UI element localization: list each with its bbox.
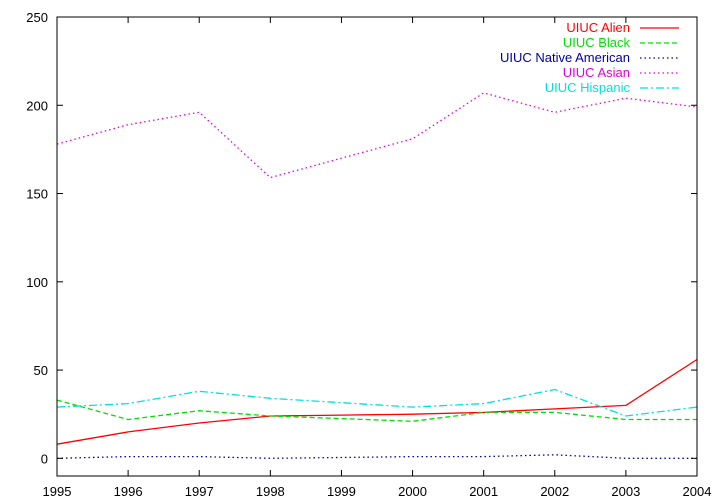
axis-ticks: 1995 1996 1997 1998 1999 2000 2001 2002 2003 2004… <box>26 10 711 499</box>
x-tick-label: 1997 <box>185 484 214 499</box>
y-tick-label: 250 <box>26 10 48 25</box>
plot-frame <box>56 16 698 477</box>
x-tick-label: 1995 <box>43 484 72 499</box>
x-tick-label: 2004 <box>683 484 712 499</box>
legend-label-1: UIUC Black <box>563 35 631 50</box>
series-line-1 <box>56 399 697 422</box>
series-line-3 <box>56 92 698 179</box>
y-tick-label: 200 <box>26 98 48 113</box>
x-tick-label: 1996 <box>114 484 143 499</box>
y-tick-label: 0 <box>41 451 48 466</box>
x-tick-label: 2000 <box>398 484 427 499</box>
legend-label-3: UIUC Asian <box>563 65 630 80</box>
y-tick-label: 50 <box>34 363 48 378</box>
legend-label-2: UIUC Native American <box>500 50 630 65</box>
x-tick-label: 2002 <box>540 484 569 499</box>
x-tick-label: 1999 <box>327 484 356 499</box>
x-tick-label: 1998 <box>256 484 285 499</box>
y-tick-label: 150 <box>26 187 48 202</box>
series-line-4 <box>56 388 698 417</box>
series-layer <box>56 92 698 459</box>
x-tick-label: 2001 <box>469 484 498 499</box>
series-line-2 <box>56 454 697 459</box>
legend-label-0: UIUC Alien <box>566 20 630 35</box>
x-tick-label: 2003 <box>611 484 640 499</box>
y-tick-label: 100 <box>26 275 48 290</box>
series-line-0 <box>56 358 698 445</box>
legend-label-4: UIUC Hispanic <box>545 80 631 95</box>
